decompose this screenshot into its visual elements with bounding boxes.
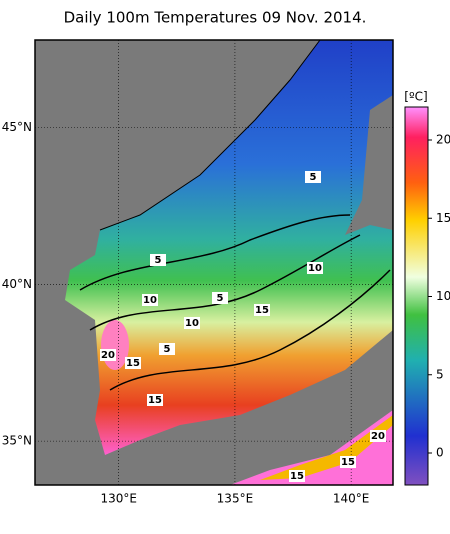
colorbar-tick-label: 20: [436, 133, 450, 147]
contour: [109, 269, 391, 391]
contour: [89, 234, 361, 331]
contour-label: 15: [255, 305, 269, 316]
coast: [99, 39, 321, 231]
warm-current: [260, 415, 393, 480]
contour-label-box: [254, 304, 270, 316]
sea: [65, 40, 393, 455]
colorbar-tick-label: 5: [436, 367, 444, 381]
contour-label-box: [370, 430, 386, 442]
contour-label: 10: [185, 318, 199, 329]
lon-label: 130°E: [100, 492, 137, 506]
lat-label: 45°N: [2, 120, 32, 134]
graticule: 45°N 40°N 35°N 130°E 135°E 140°E: [2, 40, 393, 506]
contour-label: 15: [341, 457, 355, 468]
contour-label: 10: [143, 295, 157, 306]
colorbar-label: [ºC]: [404, 90, 427, 104]
contour-label-box: [147, 394, 163, 406]
colorbar-tick-label: 15: [436, 211, 450, 225]
contour-label-box: [100, 349, 116, 361]
colorbar-ticks: 0 5 10 15 20: [428, 133, 450, 460]
contour-label-box: [150, 254, 166, 266]
lon-label: 140°E: [333, 492, 370, 506]
contour-label: 5: [310, 172, 317, 183]
contour-label: 10: [308, 263, 322, 274]
frame: [34, 39, 394, 486]
contour-label: 15: [290, 471, 304, 482]
lat-label: 35°N: [2, 434, 32, 448]
contour-label: 15: [126, 358, 140, 369]
contour-label-box: [305, 171, 321, 183]
contour: [79, 214, 351, 291]
contour-label-box: [307, 262, 323, 274]
colorbar: [404, 106, 429, 486]
map: [34, 39, 394, 486]
contour-label: 5: [164, 344, 171, 355]
contour-label-box: [125, 357, 141, 369]
contour-label: 15: [148, 395, 162, 406]
warm-eddy: [101, 320, 129, 370]
contour-label-box: [340, 456, 356, 468]
contour-label: 5: [217, 293, 224, 304]
contour-label-box: [159, 343, 175, 355]
contour-label: 20: [101, 350, 115, 361]
contour-label-box: [184, 317, 200, 329]
contour-label-box: [212, 292, 228, 304]
colorbar-tick-label: 10: [436, 289, 450, 303]
contour-label-box: [142, 294, 158, 306]
contour-label: 20: [371, 431, 385, 442]
title: Daily 100m Temperatures 09 Nov. 2014.: [64, 9, 367, 27]
contour-labels: 5 5 10 10 5 10 15 20 15 5 15 20 15 15: [100, 171, 386, 482]
lat-label: 40°N: [2, 277, 32, 291]
contour-label-box: [289, 470, 305, 482]
colorbar-tick-label: 0: [436, 446, 444, 460]
lon-label: 135°E: [217, 492, 254, 506]
contour-label: 5: [155, 255, 162, 266]
